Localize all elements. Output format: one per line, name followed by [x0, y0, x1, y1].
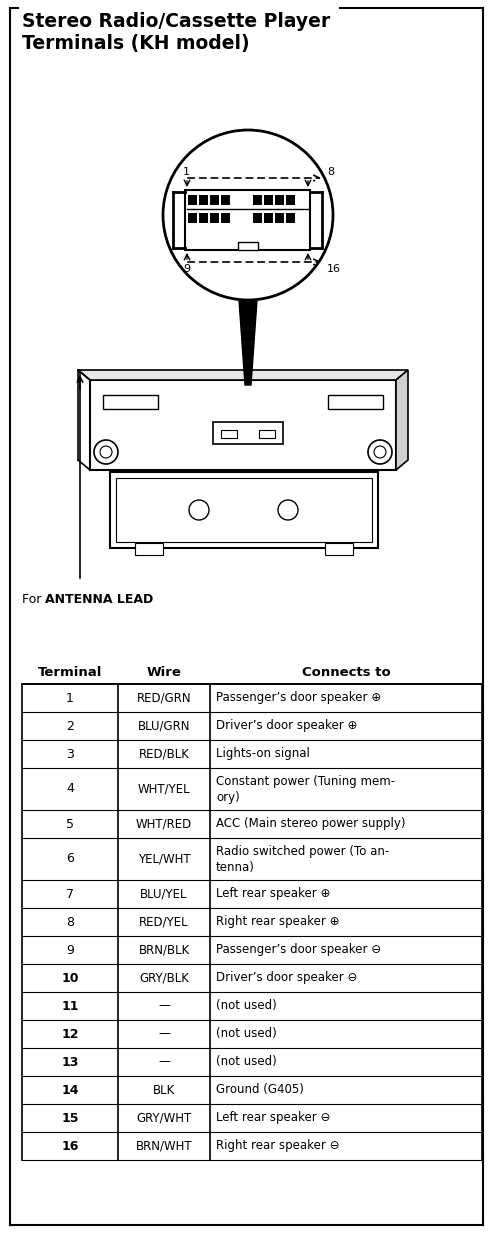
Text: 14: 14	[61, 1084, 79, 1096]
Text: 15: 15	[61, 1111, 79, 1124]
Polygon shape	[325, 543, 353, 555]
Text: 7: 7	[66, 888, 74, 900]
Bar	[210, 213, 219, 223]
Bar	[259, 430, 275, 438]
Text: (not used): (not used)	[216, 1000, 277, 1012]
Text: RED/GRN: RED/GRN	[137, 692, 191, 704]
Text: Terminal: Terminal	[38, 666, 102, 679]
Text: Connects to: Connects to	[302, 666, 390, 679]
Bar	[286, 195, 295, 205]
Text: Ground (G405): Ground (G405)	[216, 1084, 304, 1096]
Text: Terminals (KH model): Terminals (KH model)	[22, 35, 249, 53]
Text: RED/BLK: RED/BLK	[139, 747, 189, 761]
Bar	[199, 213, 208, 223]
Bar	[253, 195, 262, 205]
Text: Radio switched power (To an-: Radio switched power (To an-	[216, 846, 389, 858]
Polygon shape	[135, 543, 163, 555]
Text: BRN/WHT: BRN/WHT	[136, 1139, 192, 1153]
Text: 16: 16	[327, 264, 341, 274]
Text: GRY/BLK: GRY/BLK	[139, 972, 189, 984]
Text: Driver’s door speaker ⊖: Driver’s door speaker ⊖	[216, 972, 357, 984]
Text: RED/YEL: RED/YEL	[139, 915, 189, 928]
Bar	[328, 395, 383, 409]
Text: 1: 1	[183, 166, 190, 178]
Text: Left rear speaker ⊖: Left rear speaker ⊖	[216, 1111, 330, 1124]
Bar	[116, 478, 372, 543]
Text: Left rear speaker ⊕: Left rear speaker ⊕	[216, 888, 330, 900]
Text: (not used): (not used)	[216, 1027, 277, 1041]
Text: 8: 8	[66, 915, 74, 928]
Circle shape	[374, 446, 386, 457]
Text: GRY/WHT: GRY/WHT	[137, 1111, 192, 1124]
Text: 9: 9	[66, 943, 74, 957]
Bar	[238, 242, 258, 250]
Text: 1: 1	[66, 692, 74, 704]
Bar	[264, 213, 273, 223]
Circle shape	[278, 501, 298, 520]
Bar	[275, 195, 284, 205]
Bar	[185, 190, 310, 250]
Text: ory): ory)	[216, 790, 240, 804]
Circle shape	[94, 440, 118, 464]
Bar	[199, 195, 208, 205]
Circle shape	[163, 129, 333, 300]
Text: BRN/BLK: BRN/BLK	[139, 943, 190, 957]
Text: YEL/WHT: YEL/WHT	[138, 852, 190, 866]
Text: Constant power (Tuning mem-: Constant power (Tuning mem-	[216, 776, 395, 788]
Text: 5: 5	[66, 817, 74, 831]
Bar	[90, 380, 396, 470]
Text: Driver’s door speaker ⊕: Driver’s door speaker ⊕	[216, 720, 357, 732]
Circle shape	[368, 440, 392, 464]
Text: 13: 13	[61, 1055, 79, 1069]
Bar	[110, 472, 378, 547]
Text: Lights-on signal: Lights-on signal	[216, 747, 310, 761]
Text: Passenger’s door speaker ⊖: Passenger’s door speaker ⊖	[216, 943, 381, 957]
Text: 12: 12	[61, 1027, 79, 1041]
Text: 8: 8	[327, 166, 334, 178]
Text: 3: 3	[66, 747, 74, 761]
Text: 9: 9	[183, 264, 190, 274]
Text: Wire: Wire	[146, 666, 181, 679]
Text: —: —	[158, 1027, 170, 1041]
Bar	[188, 195, 197, 205]
Polygon shape	[78, 370, 408, 380]
Text: Stereo Radio/Cassette Player: Stereo Radio/Cassette Player	[22, 12, 330, 31]
Bar	[103, 395, 158, 409]
Text: WHT/RED: WHT/RED	[136, 817, 192, 831]
Text: —: —	[158, 1055, 170, 1069]
Text: BLK: BLK	[153, 1084, 175, 1096]
Bar	[264, 195, 273, 205]
Text: WHT/YEL: WHT/YEL	[138, 783, 190, 795]
Bar	[210, 195, 219, 205]
Bar	[286, 213, 295, 223]
Text: ANTENNA LEAD: ANTENNA LEAD	[45, 593, 153, 605]
Circle shape	[189, 501, 209, 520]
Text: BLU/YEL: BLU/YEL	[140, 888, 188, 900]
Text: Right rear speaker ⊕: Right rear speaker ⊕	[216, 915, 340, 928]
Text: For: For	[22, 593, 45, 605]
Text: Right rear speaker ⊖: Right rear speaker ⊖	[216, 1139, 340, 1153]
Text: tenna): tenna)	[216, 861, 255, 873]
Text: 6: 6	[66, 852, 74, 866]
Bar	[253, 213, 262, 223]
Text: BLU/GRN: BLU/GRN	[138, 720, 190, 732]
Bar	[275, 213, 284, 223]
Polygon shape	[396, 370, 408, 470]
Bar	[221, 213, 230, 223]
Text: 16: 16	[61, 1139, 79, 1153]
Circle shape	[100, 446, 112, 457]
Text: (not used): (not used)	[216, 1055, 277, 1069]
Text: Passenger’s door speaker ⊕: Passenger’s door speaker ⊕	[216, 692, 381, 704]
Text: 10: 10	[61, 972, 79, 984]
Text: ACC (Main stereo power supply): ACC (Main stereo power supply)	[216, 817, 406, 831]
Bar	[221, 195, 230, 205]
Bar	[188, 213, 197, 223]
Text: 4: 4	[66, 783, 74, 795]
Text: 11: 11	[61, 1000, 79, 1012]
Text: 2: 2	[66, 720, 74, 732]
Bar	[221, 430, 237, 438]
Bar	[213, 422, 283, 444]
Polygon shape	[239, 300, 257, 385]
Text: —: —	[158, 1000, 170, 1012]
